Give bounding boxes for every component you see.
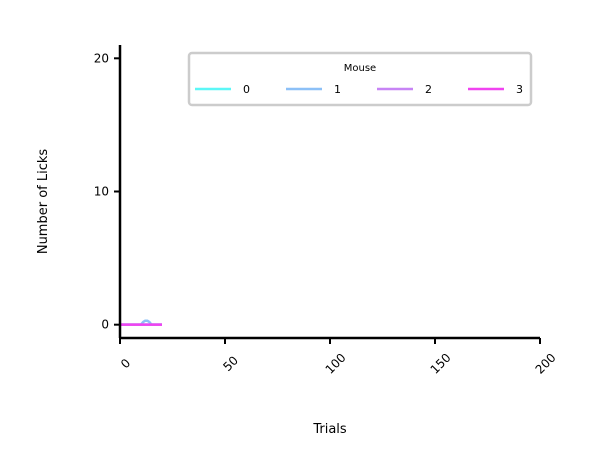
legend-title: Mouse — [344, 63, 376, 74]
legend-label-2: 2 — [425, 83, 432, 96]
x-tick-label: 50 — [220, 353, 241, 374]
y-axis-title: Number of Licks — [36, 149, 51, 255]
x-tick-label: 200 — [533, 351, 559, 377]
series-layer — [120, 319, 162, 326]
legend-label-0: 0 — [243, 83, 250, 96]
legend-label-3: 3 — [516, 83, 523, 96]
legend-label-1: 1 — [334, 83, 341, 96]
x-axis-ticks: 0 50 100 150 200 — [118, 338, 559, 377]
legend-box — [187, 51, 533, 107]
x-tick-label: 150 — [428, 351, 454, 377]
y-tick-label: 0 — [101, 318, 109, 332]
legend: Mouse 0 1 2 3 — [187, 51, 533, 107]
x-tick-label: 0 — [118, 356, 133, 371]
y-tick-label: 20 — [94, 51, 109, 65]
x-axis-title: Trials — [312, 422, 347, 437]
legend-items: 0 1 2 3 — [195, 83, 523, 96]
x-tick-label: 100 — [323, 351, 349, 377]
y-axis-ticks: 0 10 20 — [94, 51, 120, 332]
y-tick-label: 10 — [94, 185, 109, 199]
